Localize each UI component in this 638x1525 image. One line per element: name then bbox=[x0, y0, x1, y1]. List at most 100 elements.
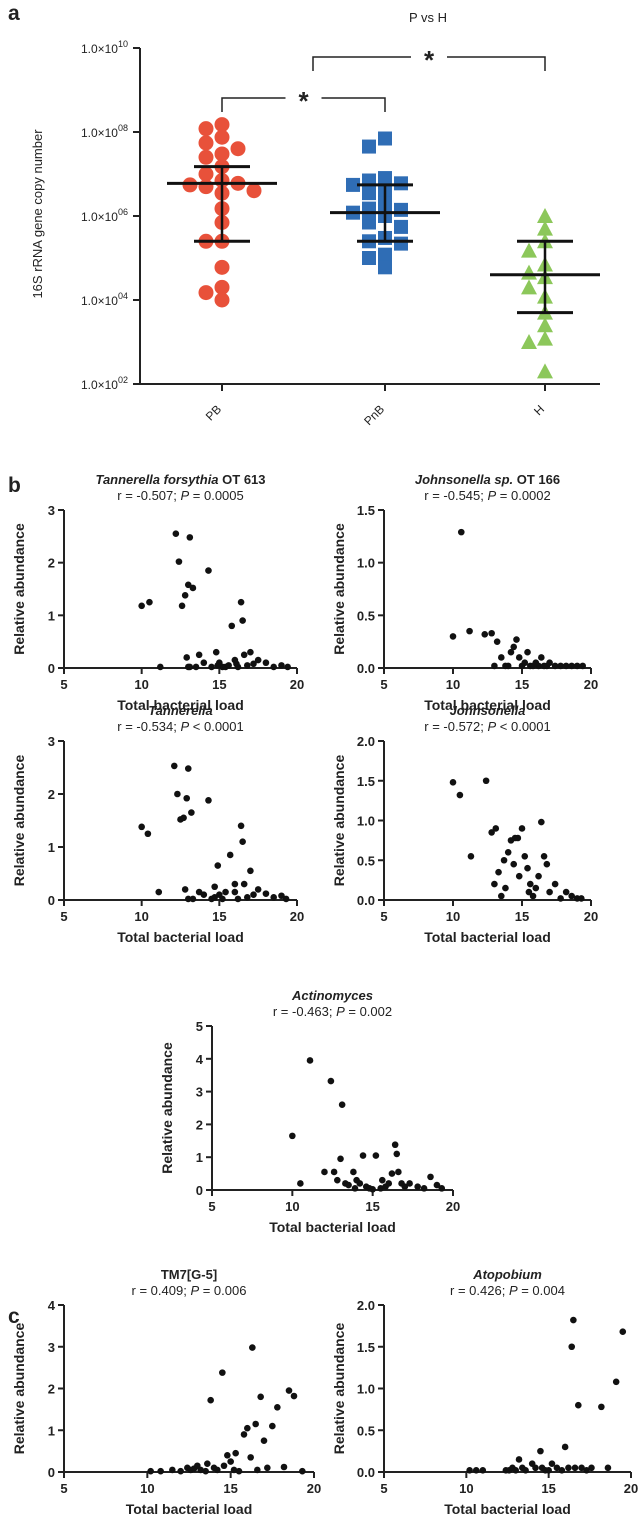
scatter-point bbox=[551, 880, 559, 888]
scatter-point bbox=[290, 1392, 298, 1400]
scatter-point bbox=[147, 1467, 154, 1475]
scatter-point bbox=[521, 852, 529, 860]
scatter-x-tick-label: 10 bbox=[285, 1199, 299, 1214]
scatter-point bbox=[181, 886, 189, 893]
scatter-point bbox=[225, 662, 232, 669]
scatter-stat-b4: r = -0.572; P < 0.0001 bbox=[424, 719, 550, 734]
scatter-point bbox=[488, 829, 495, 836]
scatter-point bbox=[262, 890, 270, 897]
scatter-point bbox=[219, 1369, 226, 1376]
point-h bbox=[521, 334, 537, 349]
point-h bbox=[537, 220, 553, 236]
scatter-y-tick-label: 1.0 bbox=[357, 556, 375, 571]
scatter-point bbox=[414, 1183, 421, 1191]
panel-a-x-tick-label-pnb: PnB bbox=[361, 402, 387, 428]
scatter-point bbox=[491, 880, 498, 888]
point-h bbox=[521, 264, 537, 280]
panel-a-y-tick-label: 1.0×1008 bbox=[81, 123, 128, 140]
scatter-x-axis-label: Total bacterial load bbox=[444, 1501, 571, 1517]
point-pb bbox=[214, 146, 230, 162]
scatter-point bbox=[573, 662, 581, 670]
scatter-point bbox=[345, 1181, 352, 1189]
point-pnb bbox=[378, 171, 392, 186]
scatter-point bbox=[207, 1396, 214, 1404]
panel-a-y-tick-label: 1.0×1010 bbox=[81, 39, 128, 56]
scatter-point bbox=[270, 663, 278, 671]
scatter-x-tick-label: 10 bbox=[134, 909, 148, 924]
scatter-point bbox=[250, 660, 257, 668]
scatter-point bbox=[498, 654, 505, 661]
point-pb bbox=[230, 141, 246, 157]
scatter-point bbox=[495, 868, 502, 876]
scatter-point bbox=[529, 892, 537, 900]
scatter-point bbox=[144, 830, 152, 838]
scatter-point bbox=[513, 636, 520, 643]
significance-bracket-right-0 bbox=[321, 97, 386, 112]
scatter-point bbox=[220, 1462, 228, 1470]
scatter-point bbox=[233, 660, 240, 668]
point-pb bbox=[198, 285, 214, 301]
point-pb bbox=[214, 259, 230, 275]
scatter-y-axis-label: Relative abundance bbox=[11, 1323, 27, 1455]
scatter-point bbox=[278, 892, 285, 900]
scatter-point bbox=[420, 1185, 428, 1192]
scatter-point bbox=[214, 662, 222, 669]
scatter-y-tick-label: 0 bbox=[48, 661, 55, 676]
scatter-point bbox=[270, 894, 278, 901]
scatter-point bbox=[180, 814, 187, 822]
scatter-x-axis-label: Total bacterial load bbox=[424, 697, 551, 713]
scatter-point bbox=[234, 895, 242, 903]
scatter-point bbox=[262, 659, 270, 667]
scatter-point bbox=[562, 662, 570, 670]
scatter-y-tick-label: 2.0 bbox=[357, 734, 375, 749]
scatter-point bbox=[525, 888, 533, 896]
scatter-y-tick-label: 1.0 bbox=[357, 814, 375, 829]
scatter-y-tick-label: 0 bbox=[48, 1465, 55, 1480]
point-h bbox=[537, 363, 553, 379]
scatter-point bbox=[537, 1447, 544, 1455]
scatter-point bbox=[239, 838, 246, 845]
point-h bbox=[521, 279, 537, 295]
scatter-point bbox=[183, 654, 191, 661]
scatter-x-axis-label: Total bacterial load bbox=[126, 1501, 253, 1517]
scatter-y-tick-label: 2 bbox=[48, 1382, 55, 1397]
scatter-x-tick-label: 5 bbox=[60, 677, 67, 692]
scatter-point bbox=[479, 1467, 487, 1474]
scatter-point bbox=[524, 648, 531, 656]
point-pnb bbox=[362, 139, 376, 154]
scatter-point bbox=[174, 790, 181, 798]
scatter-y-tick-label: 4 bbox=[196, 1052, 204, 1067]
scatter-y-axis-label: Relative abundance bbox=[11, 523, 27, 655]
scatter-point bbox=[239, 617, 246, 624]
scatter-y-tick-label: 3 bbox=[196, 1085, 203, 1100]
scatter-point bbox=[568, 892, 575, 900]
scatter-point bbox=[583, 1467, 590, 1474]
scatter-point bbox=[488, 629, 495, 637]
panel-letter-c: c bbox=[8, 1305, 20, 1328]
scatter-point bbox=[189, 584, 197, 592]
scatter-point bbox=[546, 659, 553, 667]
point-pb bbox=[246, 183, 262, 199]
scatter-point bbox=[565, 1464, 572, 1472]
point-pb bbox=[198, 121, 214, 137]
scatter-point bbox=[189, 895, 197, 903]
scatter-point bbox=[515, 654, 523, 661]
significance-star-1: * bbox=[424, 45, 435, 75]
point-h bbox=[537, 317, 553, 333]
scatter-point bbox=[466, 627, 473, 635]
scatter-point bbox=[449, 779, 457, 786]
scatter-point bbox=[260, 1437, 268, 1444]
scatter-point bbox=[138, 823, 145, 831]
scatter-point bbox=[502, 884, 509, 892]
scatter-point bbox=[250, 891, 257, 898]
point-pb bbox=[198, 135, 214, 151]
scatter-stat-b1: r = -0.507; P = 0.0005 bbox=[117, 488, 243, 503]
scatter-point bbox=[306, 1057, 314, 1064]
scatter-x-tick-label: 20 bbox=[290, 909, 304, 924]
scatter-x-tick-label: 20 bbox=[584, 909, 598, 924]
point-pb bbox=[214, 117, 230, 133]
scatter-point bbox=[456, 791, 464, 799]
